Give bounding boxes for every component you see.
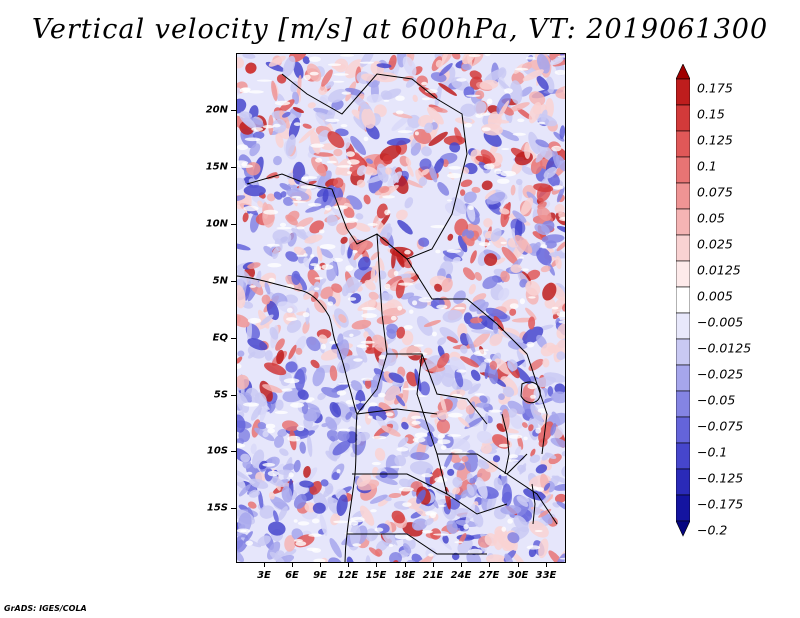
- colorbar-segment: [676, 416, 690, 444]
- colorbar-segment: [676, 208, 690, 236]
- colorbar-label: −0.125: [697, 470, 744, 486]
- colorbar-segment: [676, 442, 690, 470]
- lat-tick: [231, 338, 236, 339]
- lon-tick: [264, 563, 265, 567]
- lon-label-21e: 21E: [422, 570, 444, 581]
- colorbar-label: 0.075: [697, 184, 733, 200]
- border-lines: [246, 73, 558, 555]
- colorbar-segment: [676, 312, 690, 340]
- lat-tick: [231, 508, 236, 509]
- colorbar-label: −0.0125: [697, 340, 752, 356]
- lon-label-24e: 24E: [450, 570, 472, 581]
- lat-tick: [231, 451, 236, 452]
- colorbar-segment: [676, 260, 690, 288]
- lon-tick: [518, 563, 519, 567]
- colorbar-label: 0.05: [697, 210, 725, 226]
- colorbar-segment: [676, 390, 690, 418]
- colorbar-label: 0.005: [697, 288, 733, 304]
- lat-label-10n: 10N: [205, 218, 228, 230]
- coastline-west-africa: [237, 275, 358, 415]
- coastline-angola-namibia: [344, 413, 358, 562]
- lon-tick: [320, 563, 321, 567]
- vertical-velocity-field: [237, 54, 565, 562]
- colorbar-label: −0.025: [697, 366, 744, 382]
- colorbar-segment: [676, 130, 690, 158]
- chart-title: Vertical velocity [m/s] at 600hPa, VT: 2…: [31, 14, 769, 45]
- colorbar-label: 0.025: [697, 236, 733, 252]
- colorbar-segment: [676, 494, 690, 522]
- lat-tick: [231, 167, 236, 168]
- lon-label-6e: 6E: [285, 570, 299, 581]
- lon-tick: [489, 563, 490, 567]
- lon-label-18e: 18E: [394, 570, 416, 581]
- lon-tick: [433, 563, 434, 567]
- colorbar-segment: [676, 468, 690, 496]
- colorbar-segment: [676, 520, 690, 537]
- lon-label-15e: 15E: [365, 570, 387, 581]
- lat-label-15n: 15N: [205, 161, 228, 173]
- colorbar-segment: [676, 156, 690, 184]
- lake-malawi: [531, 483, 536, 525]
- colorbar-label: 0.0125: [697, 262, 741, 278]
- lat-tick: [231, 395, 236, 396]
- lake-tanganyika: [501, 413, 510, 475]
- lon-label-3e: 3E: [257, 570, 271, 581]
- colorbar-label: 0.15: [697, 106, 725, 122]
- colorbar-label: −0.05: [697, 392, 736, 408]
- lon-tick: [405, 563, 406, 567]
- lat-tick: [231, 281, 236, 282]
- lat-label-5n: 5N: [212, 275, 228, 287]
- colorbar-label: −0.2: [697, 522, 728, 538]
- lon-label-9e: 9E: [313, 570, 327, 581]
- colorbar-label: 0.175: [697, 80, 733, 96]
- lon-tick: [546, 563, 547, 567]
- colorbar-segment: [676, 78, 690, 106]
- lon-tick: [348, 563, 349, 567]
- colorbar-segment: [676, 338, 690, 366]
- colorbar-label: −0.1: [697, 444, 728, 460]
- colorbar-label: 0.125: [697, 132, 733, 148]
- colorbar-segment: [676, 286, 690, 314]
- colorbar-segment: [676, 104, 690, 132]
- lat-tick: [231, 110, 236, 111]
- colorbar-label: 0.1: [697, 158, 717, 174]
- colorbar-label: −0.175: [697, 496, 744, 512]
- lat-label-eq: EQ: [212, 332, 228, 344]
- lake-victoria: [520, 381, 541, 404]
- lat-label-15s: 15S: [206, 502, 228, 514]
- lon-tick: [461, 563, 462, 567]
- colorbar: [676, 64, 690, 537]
- colorbar-label: −0.005: [697, 314, 744, 330]
- lat-tick: [231, 224, 236, 225]
- lat-label-20n: 20N: [205, 104, 228, 116]
- lon-tick: [376, 563, 377, 567]
- lon-label-12e: 12E: [337, 570, 359, 581]
- lat-label-5s: 5S: [213, 389, 228, 401]
- lat-label-10s: 10S: [206, 445, 228, 457]
- lon-tick: [292, 563, 293, 567]
- lon-label-27e: 27E: [478, 570, 500, 581]
- colorbar-segment: [676, 182, 690, 210]
- footer-credit: GrADS: IGES/COLA: [4, 604, 87, 613]
- colorbar-segment: [676, 234, 690, 262]
- colorbar-label: −0.075: [697, 418, 744, 434]
- colorbar-segment: [676, 364, 690, 392]
- colorbar-segment: [676, 64, 690, 80]
- lon-label-30e: 30E: [507, 570, 529, 581]
- lon-label-33e: 33E: [535, 570, 557, 581]
- map-panel: [236, 53, 566, 563]
